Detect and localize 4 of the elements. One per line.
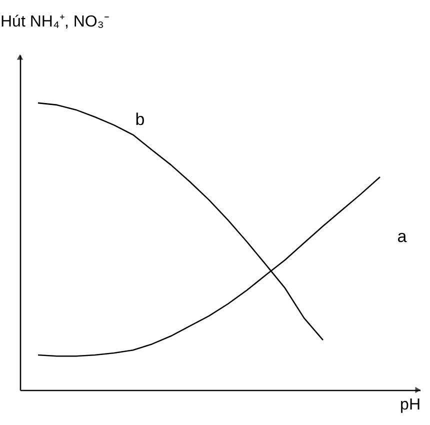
series-label: b [135,110,145,129]
text: a [397,227,408,246]
y-axis-title: Hút NH₄⁺, NO₃⁻ [0,14,109,30]
x-axis-title: pH [400,396,420,414]
